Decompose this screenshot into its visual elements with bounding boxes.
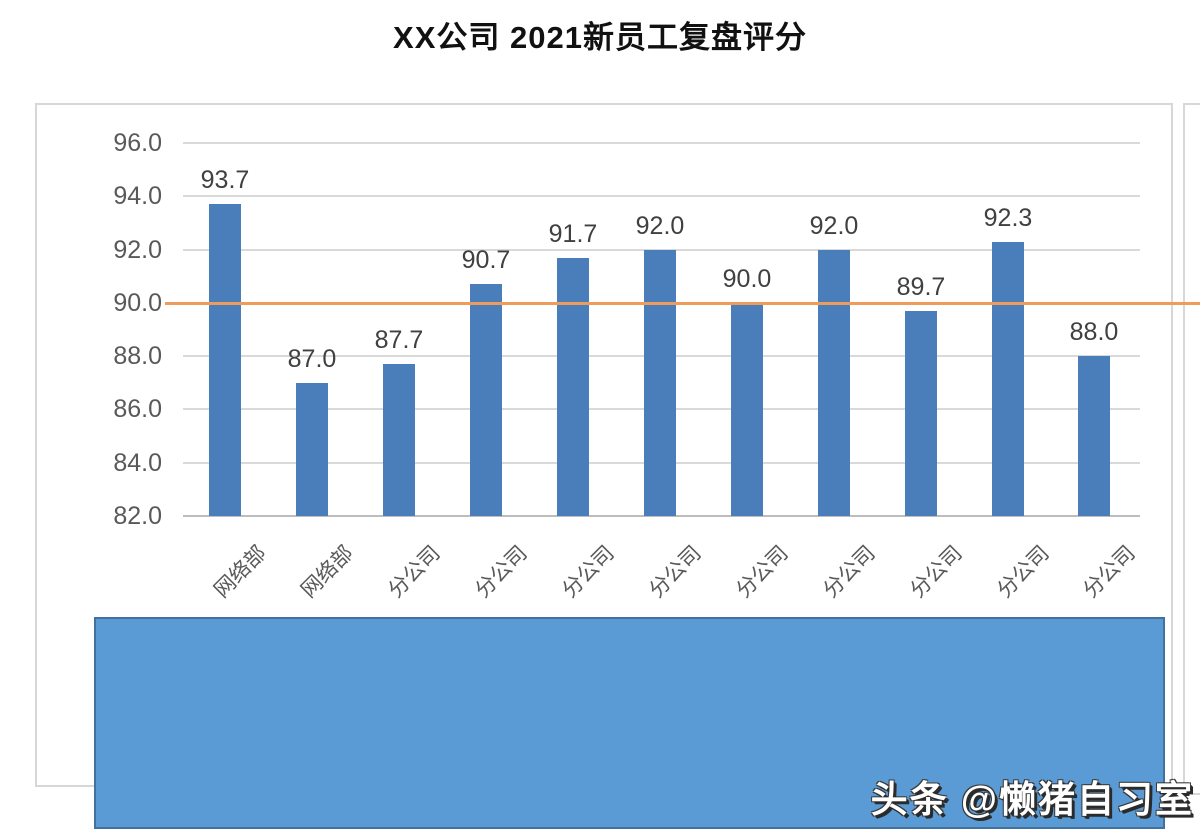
bar-value-label: 90.7 bbox=[461, 246, 511, 275]
x-axis-tick-label: 分公司 bbox=[1078, 541, 1140, 603]
blue-overlay-rectangle bbox=[94, 617, 1165, 829]
bar-value-label: 90.0 bbox=[722, 264, 772, 293]
bar bbox=[818, 249, 850, 516]
bar bbox=[1078, 356, 1110, 516]
target-reference-line bbox=[165, 302, 1200, 305]
x-axis-tick-label: 分公司 bbox=[992, 541, 1054, 603]
x-axis-tick-label: 分公司 bbox=[383, 541, 445, 603]
bar-value-label: 92.3 bbox=[983, 203, 1033, 232]
gridline bbox=[183, 142, 1140, 144]
bar bbox=[557, 257, 589, 516]
watermark: 头条 @懒猪自习室 bbox=[870, 779, 1194, 820]
y-axis-tick-label: 96.0 bbox=[113, 129, 162, 157]
bar-value-label: 87.0 bbox=[287, 344, 337, 373]
bar-value-label: 92.0 bbox=[635, 211, 685, 240]
y-axis-tick-label: 88.0 bbox=[113, 342, 162, 371]
x-axis-tick-label: 网络部 bbox=[296, 541, 358, 603]
bar-value-label: 93.7 bbox=[200, 166, 250, 195]
bar bbox=[731, 302, 763, 516]
adjacent-chart-panel-edge bbox=[1183, 103, 1200, 795]
y-axis-tick-label: 84.0 bbox=[113, 448, 162, 477]
x-axis-tick-label: 分公司 bbox=[557, 541, 619, 603]
y-axis-tick-label: 86.0 bbox=[113, 395, 162, 424]
x-axis-tick-label: 分公司 bbox=[905, 541, 967, 603]
bar bbox=[905, 310, 937, 516]
bar bbox=[644, 249, 676, 516]
x-axis-tick-label: 分公司 bbox=[470, 541, 532, 603]
bar-value-label: 89.7 bbox=[896, 272, 946, 301]
bar-value-label: 88.0 bbox=[1069, 318, 1119, 347]
x-axis-line bbox=[183, 515, 1140, 517]
x-axis-tick-label: 分公司 bbox=[644, 541, 706, 603]
chart-title: XX公司 2021新员工复盘评分 bbox=[393, 20, 807, 55]
y-axis-tick-label: 92.0 bbox=[113, 235, 162, 264]
y-axis-tick-label: 82.0 bbox=[113, 502, 162, 530]
bar bbox=[470, 284, 502, 516]
x-axis-tick-label: 分公司 bbox=[818, 541, 880, 603]
x-axis-tick-label: 分公司 bbox=[731, 541, 793, 603]
bar bbox=[992, 241, 1024, 516]
gridline bbox=[183, 195, 1140, 198]
bar-value-label: 92.0 bbox=[809, 211, 859, 240]
bar-value-label: 91.7 bbox=[548, 219, 598, 248]
y-axis-tick-label: 90.0 bbox=[113, 288, 162, 317]
bar bbox=[296, 382, 328, 516]
bar bbox=[209, 204, 241, 516]
y-axis-tick-label: 94.0 bbox=[113, 182, 162, 211]
bar bbox=[383, 364, 415, 516]
x-axis-tick-label: 网络部 bbox=[209, 541, 271, 603]
bar-value-label: 87.7 bbox=[374, 326, 424, 355]
